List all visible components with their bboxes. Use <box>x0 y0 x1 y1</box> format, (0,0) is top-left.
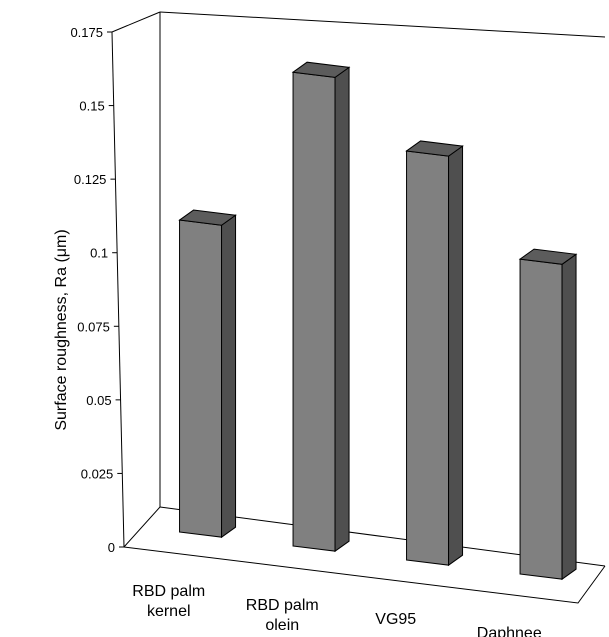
bar <box>291 61 351 553</box>
y-axis-title: Surface roughness, Ra (μm) <box>53 229 70 430</box>
x-tick-label-line: Daphnee <box>477 625 542 637</box>
bar-top-face <box>291 61 351 78</box>
y-tick-label: 0.075 <box>77 319 110 334</box>
x-tick-label: RBD palm kernel <box>132 583 205 620</box>
bar-top-face <box>518 248 578 265</box>
x-axis: RBD palm kernel RBD palm olein VG95 Daphnee <box>132 583 542 637</box>
y-axis-line <box>111 31 125 548</box>
bar-top-face <box>405 140 464 157</box>
bars <box>178 61 578 581</box>
x-tick-label-line: olein <box>265 617 299 634</box>
bar <box>405 140 464 567</box>
bar <box>518 248 578 581</box>
bar-front-face <box>519 258 563 580</box>
y-tick-label: 0.05 <box>86 393 111 408</box>
bar-side-face <box>221 214 237 539</box>
bar-front-face <box>406 150 450 566</box>
back-wall-top-edge <box>159 11 606 38</box>
bar-side-face <box>334 66 350 553</box>
y-tick-label: 0 <box>108 540 115 555</box>
x-tick-label-line: kernel <box>147 603 191 620</box>
bar-side-face <box>448 145 464 567</box>
y-tick-label: 0.175 <box>70 25 103 40</box>
x-tick-label-line: RBD palm <box>246 597 319 614</box>
y-tick-label: 0.025 <box>81 466 114 481</box>
y-tick-label: 0.125 <box>74 172 107 187</box>
x-tick-label: RBD palm olein <box>246 597 319 634</box>
bar-top-face <box>178 209 237 226</box>
floor-front-edge <box>123 546 606 604</box>
x-tick-label-line: RBD palm <box>132 583 205 600</box>
side-wall-top-edge <box>111 11 161 33</box>
y-tick-label: 0.15 <box>79 99 104 114</box>
bar <box>178 209 237 539</box>
bar-front-face <box>179 219 223 538</box>
floor-left-edge <box>123 506 161 548</box>
bar-side-face <box>561 253 577 581</box>
y-tick-label: 0.1 <box>90 246 108 261</box>
bar-front-face <box>292 71 336 552</box>
x-tick-label: VG95 <box>375 611 416 628</box>
x-tick-label: Daphnee <box>477 625 542 637</box>
x-tick-label-line: VG95 <box>375 611 416 628</box>
y-axis: 0.175 0.15 0.125 0.1 0.075 0.05 0.025 0 <box>70 25 124 555</box>
